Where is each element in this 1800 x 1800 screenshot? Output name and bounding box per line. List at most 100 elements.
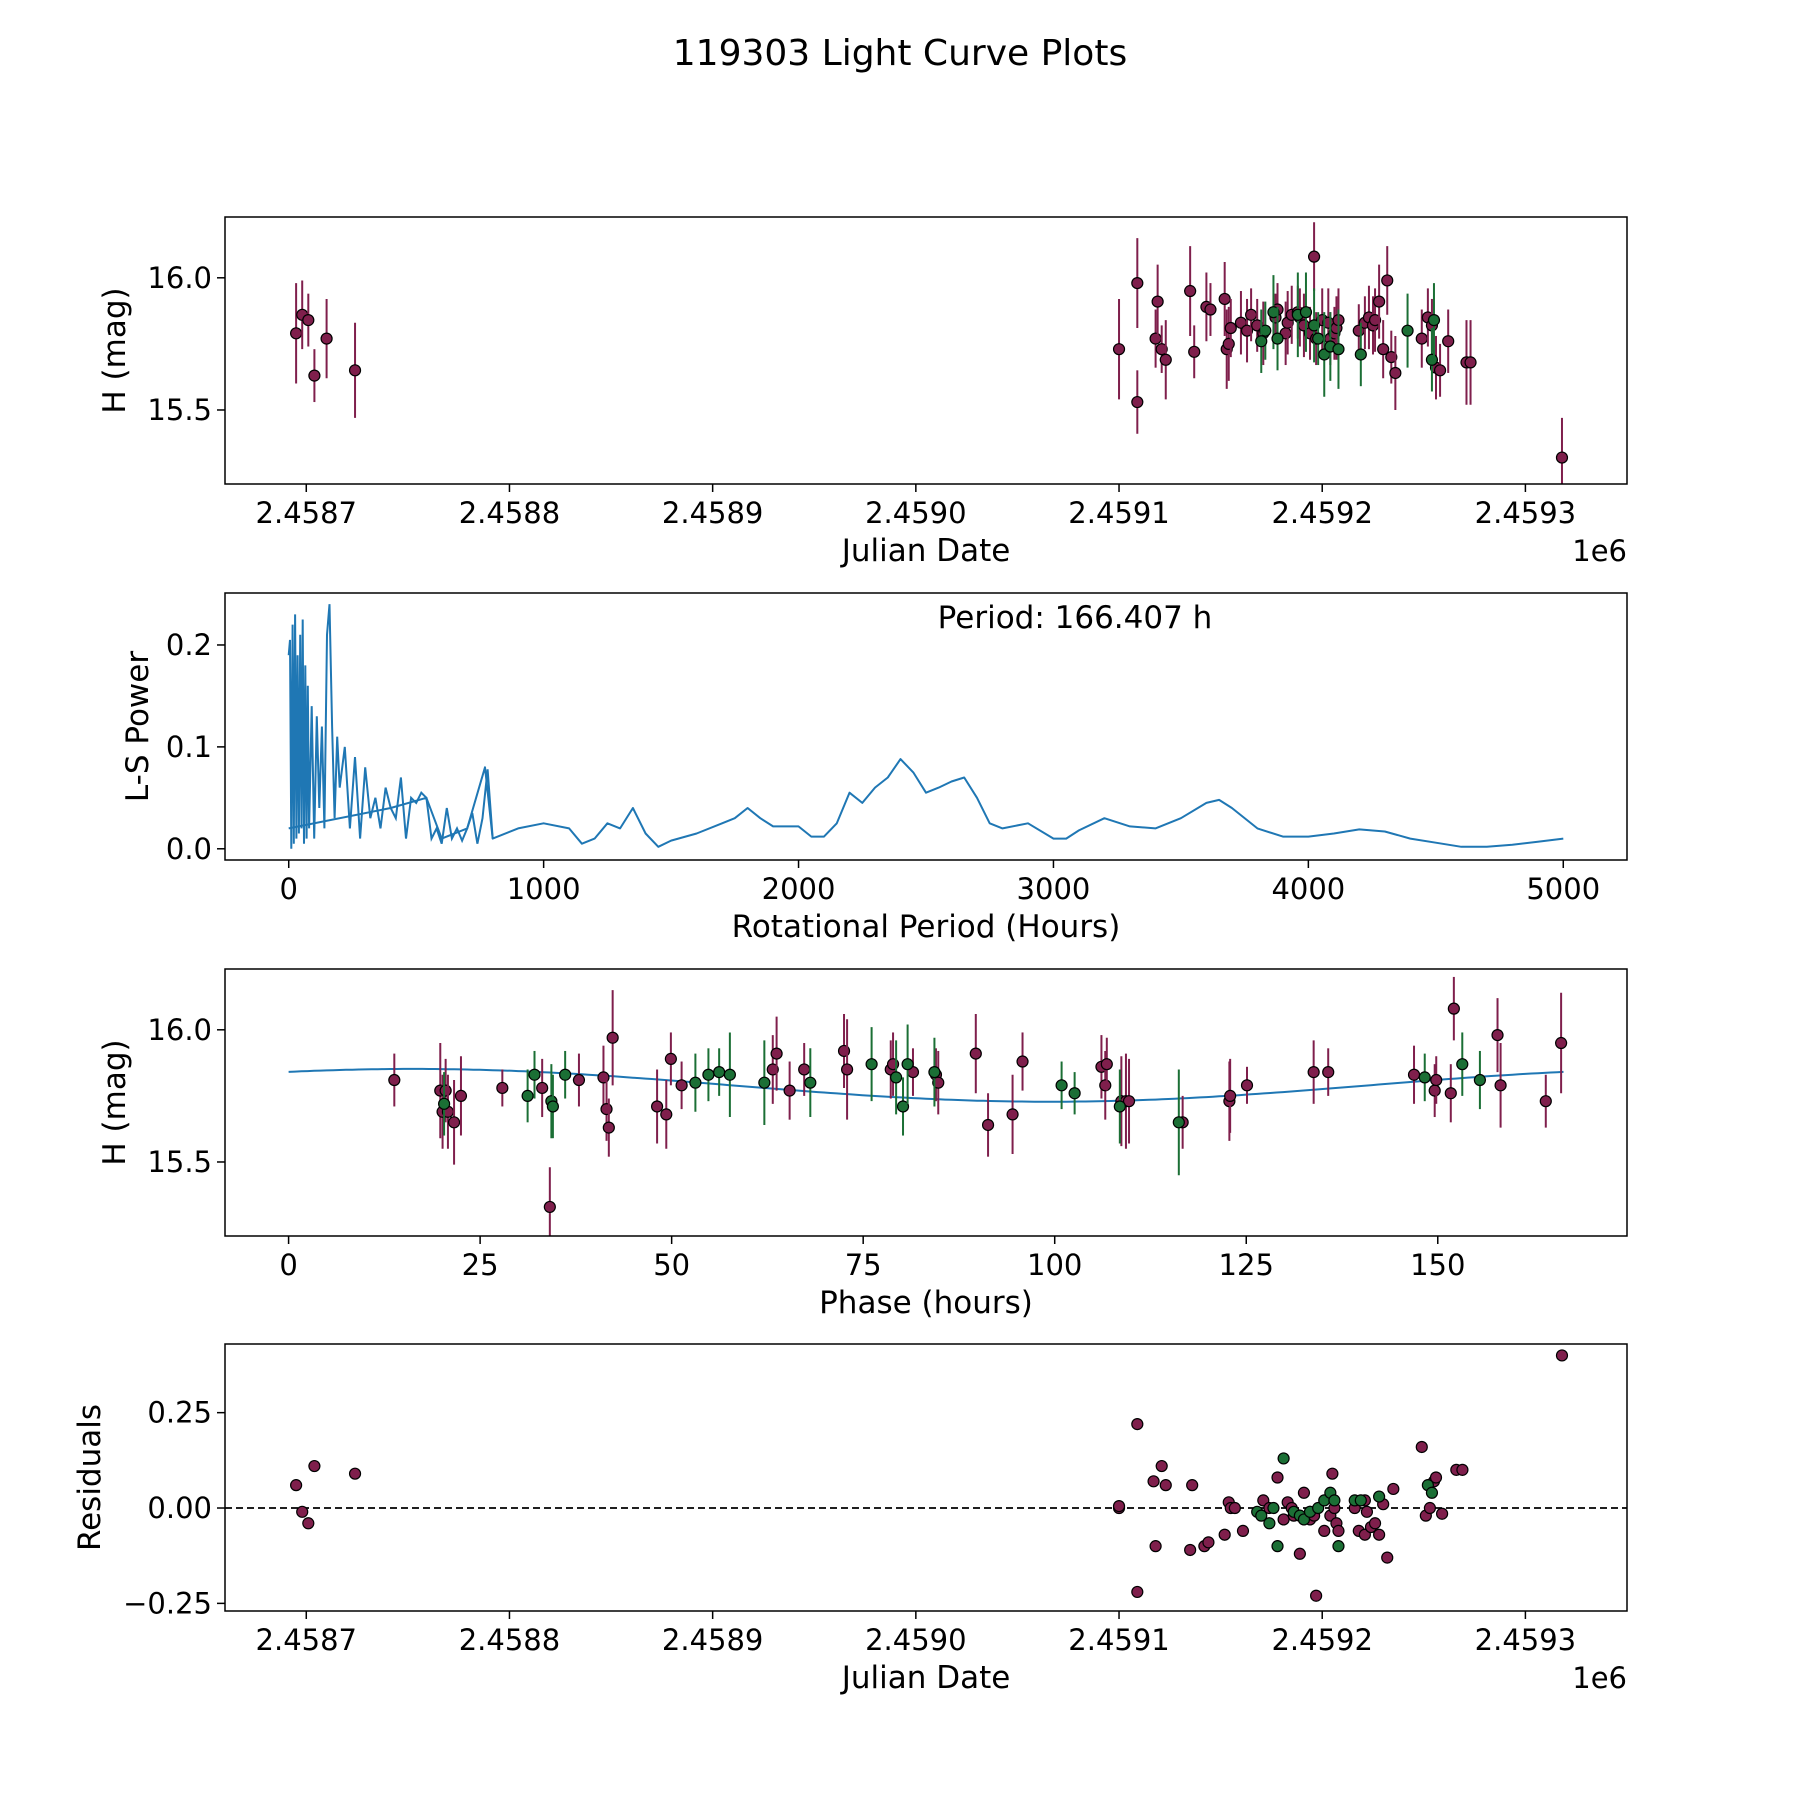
data-point-magenta [1429,1471,1443,1484]
data-point-magenta [1423,1501,1437,1515]
data-point-magenta [1307,250,1321,263]
data-point-green [702,1068,715,1081]
data-point-magenta [1224,321,1237,335]
data-point-green [521,1089,534,1102]
x-tick-label: 0 [279,1248,297,1282]
data-point-green [1307,319,1321,332]
y-tick-label: 0.00 [147,1491,212,1525]
plot-area-residuals [225,1349,1627,1602]
data-point-magenta [1381,1551,1394,1564]
data-point-magenta [1444,1087,1457,1100]
data-point-green [1418,1071,1431,1084]
data-point-magenta [290,327,303,340]
data-point-magenta [1159,1479,1172,1492]
x-offset-label: 1e6 [1572,534,1627,568]
data-point-green [1427,313,1441,327]
data-point-magenta [969,1047,982,1060]
data-point-magenta [1155,343,1168,356]
data-point-magenta [1188,345,1201,358]
data-point-green [1425,353,1439,366]
data-point-green [1267,1501,1280,1515]
data-point-magenta [1435,1507,1449,1520]
data-point-magenta [1491,1028,1504,1042]
data-point-magenta [1539,1095,1552,1108]
data-point-magenta [1236,1524,1250,1538]
plot-area-phase [288,976,1568,1236]
data-point-magenta [766,1063,779,1076]
data-point-magenta [1368,313,1382,327]
x-tick-label: 2.4588 [459,1623,560,1657]
data-point-magenta [1218,1528,1231,1541]
data-point-magenta [296,1505,309,1518]
data-point-magenta [1307,1065,1320,1079]
data-point-green [1354,1494,1367,1507]
data-point-green [1263,1517,1276,1530]
x-tick-label: 5000 [1526,872,1600,906]
data-point-magenta [1555,451,1569,464]
data-point-magenta [1240,324,1254,337]
figure-title: 119303 Light Curve Plots [673,33,1127,74]
data-point-magenta [1293,1547,1306,1560]
data-point-green [438,1097,451,1110]
y-tick-label: 15.5 [147,393,212,427]
data-point-green [1271,332,1284,345]
x-tick-label: 2.4587 [256,1623,357,1657]
data-point-magenta [650,1100,664,1113]
x-tick-label: 1000 [507,872,581,906]
data-point-magenta [1099,1079,1112,1092]
y-tick-label: 0.0 [166,832,212,866]
data-point-magenta [1240,1079,1254,1092]
data-point-green [1055,1079,1068,1092]
x-tick-label: 0 [280,872,298,906]
x-tick-label: 2.4588 [459,496,560,530]
plot-area-lightcurve [290,222,1569,484]
panel-phase: 0 25 50 75 100 125 150 15.5 16.0 Phase (hours) H (… [97,968,1628,1321]
data-point-green [1456,1058,1469,1071]
data-point-green [723,1068,736,1081]
data-point-magenta [1016,1055,1029,1068]
data-point-magenta [1131,395,1144,409]
x-axis-label: Rotational Period (Hours) [732,909,1121,945]
plot-frame [224,216,1628,485]
data-point-magenta [1555,1036,1568,1050]
data-point-magenta [1464,356,1477,369]
data-point-magenta [1389,366,1402,380]
data-point-magenta [1385,351,1398,364]
x-tick-label: 2.4589 [662,496,763,530]
data-point-magenta [572,1073,586,1087]
data-point-magenta [1006,1108,1019,1121]
data-point-green [1068,1087,1081,1100]
panel-lightcurve: 2.4587 2.4588 2.4589 2.4590 2.4591 2.4592 2.45… [97,216,1628,569]
y-tick-label: 0.25 [147,1396,212,1430]
data-point-magenta [1430,1073,1443,1087]
x-tick-label: 25 [462,1248,499,1282]
data-point-magenta [1456,1463,1469,1476]
x-axis-label: Phase (hours) [819,1285,1033,1321]
data-point-green [1255,335,1268,348]
period-annotation: Period: 166.407 h [938,600,1213,636]
data-point-magenta [1100,1058,1113,1071]
data-point-magenta [308,1459,321,1473]
y-axis-label: Residuals [72,1404,108,1551]
data-point-magenta [1271,1471,1284,1484]
data-point-magenta [348,1467,362,1480]
y-tick-label: 0.1 [166,730,212,764]
data-point-magenta [932,1076,945,1089]
y-axis-label: H (mag) [97,1039,133,1165]
x-tick-label: 2.4591 [1068,496,1169,530]
data-point-magenta [1184,1543,1197,1557]
data-point-magenta [1318,1524,1331,1538]
data-point-magenta [1447,1002,1460,1015]
data-point-magenta [981,1118,995,1132]
x-tick-label: 2.4592 [1271,1623,1372,1657]
data-point-green [528,1068,541,1081]
data-point-magenta [1202,1536,1215,1549]
data-point-magenta [1112,1500,1126,1513]
data-point-magenta [1433,364,1447,377]
x-tick-label: 50 [653,1248,690,1282]
x-tick-label: 2.4590 [865,1623,966,1657]
data-point-green [1332,1540,1345,1553]
data-point-magenta [602,1121,615,1134]
data-point-green [1425,1486,1439,1499]
data-point-green [1373,1490,1386,1503]
